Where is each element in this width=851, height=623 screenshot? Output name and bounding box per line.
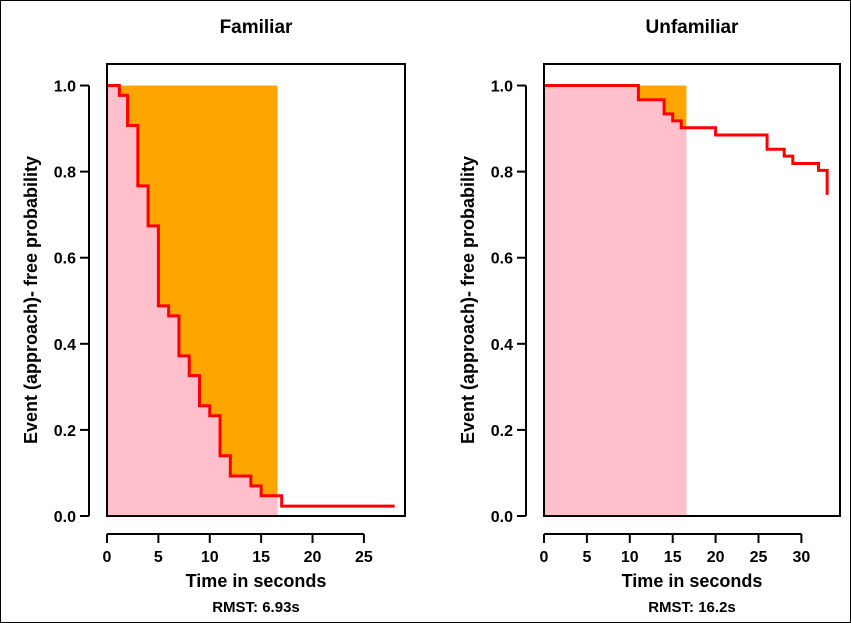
panel-unfamiliar-title: Unfamiliar (646, 17, 740, 38)
panel-familiar-x-axis: 0 5 10 15 20 25 (103, 533, 373, 566)
x-tick-label: 0 (103, 549, 112, 566)
x-tick-label: 15 (664, 549, 682, 566)
x-tick-label: 15 (252, 549, 270, 566)
y-tick-label: 0.0 (491, 509, 513, 526)
y-tick-label: 0.6 (491, 251, 513, 268)
panel-familiar-x-label: Time in seconds (186, 571, 327, 591)
panel-familiar-y-axis: 0.0 0.2 0.4 0.6 0.8 1.0 (54, 79, 90, 526)
panel-unfamiliar-plot-box (543, 63, 841, 517)
rmst-area-fill (544, 85, 687, 517)
y-tick-label: 0.4 (491, 337, 513, 354)
panel-unfamiliar: 0 5 10 15 20 25 30 0.0 0.2 0.4 0.6 0.8 1.0 Unfamili… (458, 17, 841, 616)
panel-familiar-y-label: Event (approach)- free probability (21, 156, 41, 444)
panel-familiar-title: Familiar (220, 17, 293, 38)
panel-unfamiliar-km-curve (544, 84, 829, 195)
panel-unfamiliar-rmst: RMST: 16.2s (648, 599, 736, 616)
panel-unfamiliar-y-axis: 0.0 0.2 0.4 0.6 0.8 1.0 (491, 79, 527, 526)
y-tick-label: 1.0 (54, 79, 76, 96)
x-tick-label: 25 (750, 549, 768, 566)
rmst-area-fill (107, 85, 278, 517)
y-tick-label: 0.2 (54, 423, 76, 440)
y-tick-label: 0.0 (54, 509, 76, 526)
x-tick-label: 0 (540, 549, 549, 566)
panel-unfamiliar-y-label: Event (approach)- free probability (458, 156, 478, 444)
panel-familiar-plot-box (106, 63, 406, 517)
y-tick-label: 1.0 (491, 79, 513, 96)
panel-familiar: 0 5 10 15 20 25 0.0 0.2 0.4 0.6 0.8 1.0 Familiar T… (21, 17, 406, 616)
x-tick-label: 20 (304, 549, 322, 566)
panel-unfamiliar-x-axis: 0 5 10 15 20 25 30 (540, 533, 810, 566)
panel-unfamiliar-fills (544, 85, 687, 517)
x-tick-label: 10 (201, 549, 219, 566)
x-tick-label: 10 (621, 549, 639, 566)
x-tick-label: 5 (154, 549, 163, 566)
y-tick-label: 0.6 (54, 251, 76, 268)
panel-familiar-rmst: RMST: 6.93s (212, 599, 300, 616)
y-tick-label: 0.4 (54, 337, 76, 354)
x-tick-label: 25 (355, 549, 373, 566)
panel-unfamiliar-x-label: Time in seconds (622, 571, 763, 591)
panel-familiar-km-curve (107, 84, 395, 508)
y-tick-label: 0.8 (491, 165, 513, 182)
x-tick-label: 30 (792, 549, 810, 566)
y-tick-label: 0.8 (54, 165, 76, 182)
panel-familiar-fills (107, 85, 278, 517)
y-tick-label: 0.2 (491, 423, 513, 440)
x-tick-label: 5 (582, 549, 591, 566)
x-tick-label: 20 (707, 549, 725, 566)
